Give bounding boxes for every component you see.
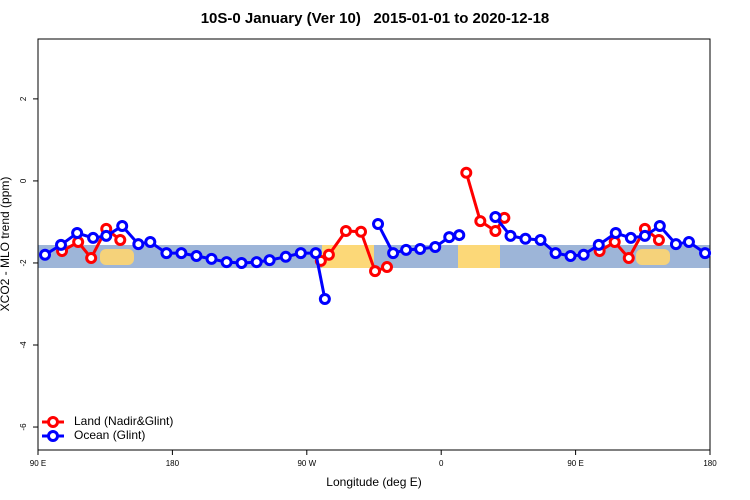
point	[54, 238, 67, 251]
point	[250, 256, 263, 269]
point	[263, 254, 276, 267]
point	[322, 248, 335, 261]
point	[132, 238, 145, 251]
legend-marker	[47, 430, 59, 442]
point	[534, 233, 547, 246]
point	[519, 232, 532, 245]
point	[205, 252, 218, 265]
point	[682, 236, 695, 249]
point	[190, 249, 203, 262]
point	[699, 247, 712, 260]
x-tick-label: 0	[439, 459, 444, 468]
point	[609, 227, 622, 240]
point	[474, 215, 487, 228]
point	[453, 229, 466, 242]
point	[400, 243, 413, 256]
y-axis-label: XCO2 - MLO trend (ppm)	[0, 177, 12, 312]
point	[564, 249, 577, 262]
land-patch	[100, 249, 134, 265]
point	[114, 233, 127, 246]
point	[549, 247, 562, 260]
point	[429, 240, 442, 253]
land-patch	[636, 249, 670, 265]
point	[279, 250, 292, 263]
point	[85, 252, 98, 265]
point	[577, 248, 590, 261]
point	[387, 247, 400, 260]
point	[443, 231, 456, 244]
point	[318, 293, 331, 306]
point	[622, 252, 635, 265]
y-tick-label: -6	[19, 423, 28, 431]
point	[369, 265, 382, 278]
legend-marker	[47, 416, 59, 428]
land-patch	[322, 245, 374, 268]
point	[504, 229, 517, 242]
land-patch	[458, 245, 500, 268]
point	[414, 243, 427, 256]
x-tick-label: 90 E	[567, 459, 583, 468]
map-strip	[38, 245, 710, 268]
point	[220, 256, 233, 269]
point	[339, 224, 352, 237]
point	[460, 166, 473, 179]
legend-label: Land (Nadir&Glint)	[74, 414, 173, 428]
point	[144, 236, 157, 249]
x-axis-label: Longitude (deg E)	[326, 475, 421, 489]
point	[87, 231, 100, 244]
x-tick-label: 90 E	[30, 459, 46, 468]
point	[489, 211, 502, 224]
point	[39, 248, 52, 261]
point	[235, 256, 248, 269]
x-tick-label: 90 W	[297, 459, 316, 468]
y-tick-label: -2	[19, 259, 28, 267]
legend-label: Ocean (Glint)	[74, 428, 145, 442]
y-tick-label: 0	[19, 178, 28, 183]
point	[355, 225, 368, 238]
point	[592, 238, 605, 251]
point	[294, 247, 307, 260]
point	[160, 247, 173, 260]
point	[71, 227, 84, 240]
x-tick-label: 180	[166, 459, 180, 468]
chart-title: 10S-0 January (Ver 10) 2015-01-01 to 202…	[201, 10, 550, 27]
point	[100, 229, 113, 242]
point	[652, 233, 665, 246]
x-tick-label: 180	[703, 459, 717, 468]
y-tick-label: -4	[19, 341, 28, 349]
point	[624, 231, 637, 244]
y-tick-label: 2	[19, 96, 28, 101]
point	[116, 220, 129, 233]
point	[669, 238, 682, 251]
plot-frame	[37, 38, 711, 451]
point	[175, 247, 188, 260]
point	[309, 247, 322, 260]
point	[489, 224, 502, 237]
point	[638, 229, 651, 242]
point	[372, 217, 385, 230]
point	[653, 220, 666, 233]
point	[380, 261, 393, 274]
